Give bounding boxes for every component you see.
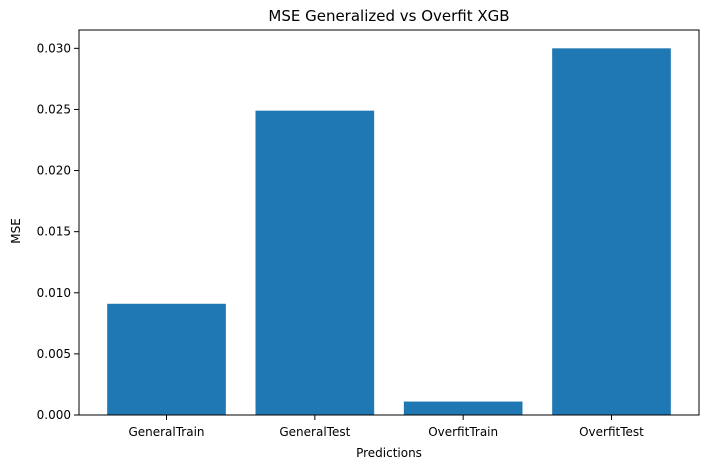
y-tick-label: 0.020 <box>37 164 71 178</box>
y-tick-label: 0.015 <box>37 225 71 239</box>
plot-layer: 0.000 0.005 0.010 0.015 0.020 0.025 0.030 Gener… <box>37 29 700 439</box>
x-tick-label: OverfitTrain <box>428 425 498 439</box>
y-axis-label: MSE <box>9 218 23 244</box>
plot-frame <box>78 29 700 416</box>
x-tick-label: GeneralTrain <box>128 425 204 439</box>
bar-overfittest <box>552 48 671 415</box>
y-tick-label: 0.025 <box>37 102 71 116</box>
x-axis-label: Predictions <box>356 446 422 460</box>
y-tick-label: 0.030 <box>37 41 71 55</box>
bar-overfittrain <box>403 401 523 415</box>
bar-generaltrain <box>107 303 226 415</box>
y-tick-label: 0.000 <box>37 408 71 422</box>
y-tick-label: 0.010 <box>37 286 71 300</box>
chart-title: MSE Generalized vs Overfit XGB <box>268 7 509 25</box>
x-tick-label: OverfitTest <box>579 425 644 439</box>
x-tick-label: GeneralTest <box>279 425 350 439</box>
y-tick-label: 0.005 <box>37 347 71 361</box>
bar-generaltest <box>255 110 375 416</box>
